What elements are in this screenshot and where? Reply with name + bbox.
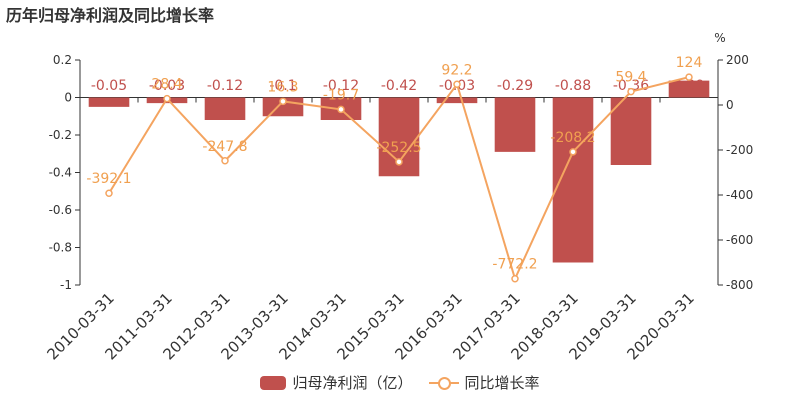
line-data-label: -392.1 <box>86 171 131 187</box>
line-point <box>163 94 171 103</box>
line-data-label: -772.2 <box>492 257 537 273</box>
line-point <box>337 105 345 114</box>
right-tick-label: -200 <box>726 143 753 157</box>
legend-line-swatch <box>428 376 459 390</box>
line-data-label: -247.8 <box>202 139 247 155</box>
line-data-label: 28.4 <box>151 77 182 93</box>
legend-bar-label: 归母净利润（亿） <box>292 374 413 392</box>
line-point <box>105 189 113 197</box>
line-point <box>395 158 403 166</box>
line-data-label: 124 <box>676 55 703 71</box>
right-axis-unit: % <box>714 31 725 45</box>
line-point <box>627 87 635 96</box>
line-data-label: -19.7 <box>323 87 359 103</box>
bar-data-label: 0.09 <box>673 78 704 94</box>
left-tick-label: -0.8 <box>49 241 72 255</box>
bar-data-label: -0.03 <box>149 78 185 94</box>
right-tick-label: -800 <box>726 278 753 292</box>
legend-item-line[interactable]: 同比增长率 <box>428 372 540 393</box>
line-data-label: 16.3 <box>267 79 298 95</box>
bar <box>88 97 130 107</box>
bar-data-label: -0.88 <box>555 78 591 94</box>
bar-data-label: -0.42 <box>381 78 417 94</box>
bar-data-label: -0.1 <box>269 78 296 94</box>
bar <box>610 97 652 165</box>
right-tick-label: -400 <box>726 188 753 202</box>
line-point <box>453 80 461 89</box>
line-data-label: 59.4 <box>615 70 646 86</box>
left-tick-label: 0.2 <box>53 53 72 67</box>
right-tick-label: 0 <box>726 98 734 112</box>
chart-legend: 归母净利润（亿） 同比增长率 <box>0 372 800 393</box>
legend-line-label: 同比增长率 <box>464 374 540 392</box>
line-point <box>221 157 229 165</box>
bar-data-label: -0.12 <box>207 78 243 94</box>
left-tick-label: -0.6 <box>49 203 72 217</box>
left-tick-label: -1 <box>60 278 72 292</box>
bar-data-label: -0.05 <box>91 78 127 94</box>
right-tick-label: 200 <box>726 53 749 67</box>
line-data-label: 92.2 <box>441 62 472 78</box>
right-tick-label: -600 <box>726 233 753 247</box>
bar-data-label: -0.29 <box>497 78 533 94</box>
left-tick-label: -0.2 <box>49 128 72 142</box>
line-point <box>511 274 519 283</box>
line-data-label: -208.2 <box>550 130 595 146</box>
bar <box>668 80 710 98</box>
bar-data-label: -0.12 <box>323 78 359 94</box>
chart-title: 历年归母净利润及同比增长率 <box>6 6 215 25</box>
line-point <box>569 148 577 156</box>
line-point <box>279 97 287 106</box>
bar <box>204 97 246 120</box>
legend-bar-swatch <box>260 375 287 390</box>
left-tick-label: -0.4 <box>49 166 72 180</box>
left-tick-label: 0 <box>64 91 72 105</box>
legend-item-bar[interactable]: 归母净利润（亿） <box>260 372 413 393</box>
bar <box>552 97 594 263</box>
line-data-label: -252.5 <box>376 140 421 156</box>
line-point <box>685 73 693 81</box>
bar <box>494 97 536 152</box>
bar <box>436 97 478 104</box>
